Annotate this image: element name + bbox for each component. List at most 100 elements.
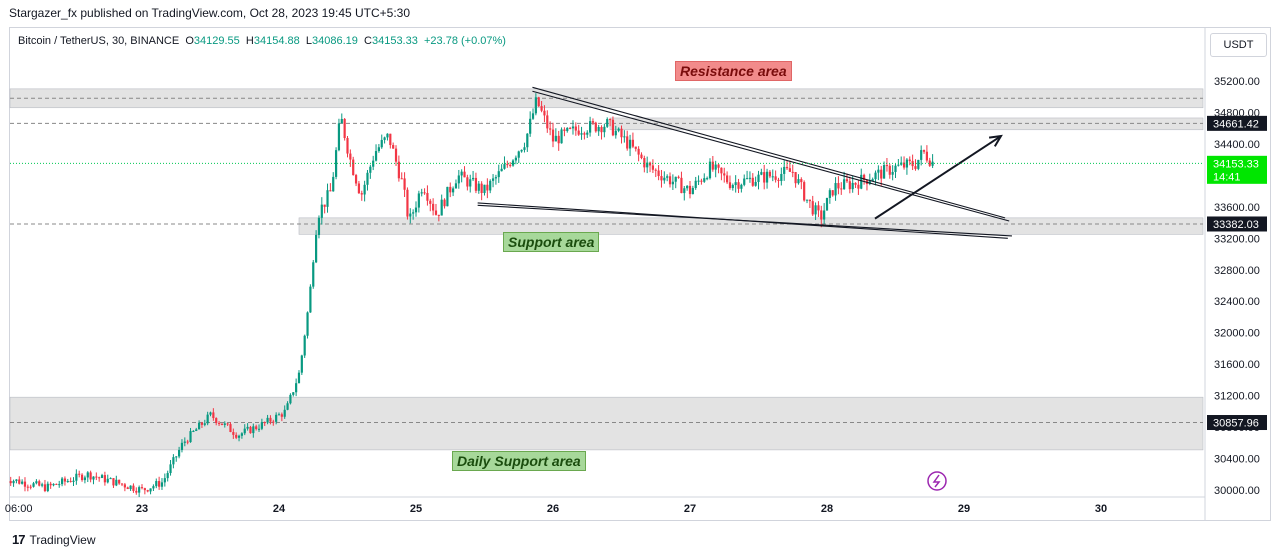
candle-body (197, 422, 201, 430)
candle-body (209, 412, 212, 415)
candle-body (277, 414, 281, 416)
candle-body (426, 192, 429, 201)
candle-body (491, 178, 495, 181)
candle-body (671, 181, 674, 185)
candle-body (594, 122, 597, 132)
y-tick-label: 34400.00 (1214, 139, 1260, 151)
candle-body (266, 417, 269, 423)
candle-body (434, 210, 438, 215)
candle-body (783, 166, 786, 174)
candle-body (483, 184, 486, 194)
candle-body (403, 178, 406, 190)
currency-button[interactable]: USDT (1210, 33, 1267, 57)
candle-body (12, 480, 15, 484)
candle-body (800, 179, 803, 183)
footer: 17 TradingView (12, 532, 96, 547)
candle-body (55, 483, 58, 485)
lightning-bolt (932, 474, 941, 488)
candle-body (931, 161, 934, 166)
price-tag-level2-bg (1207, 216, 1267, 232)
candle-body (386, 133, 389, 138)
candle-body (503, 164, 506, 169)
candle-body (631, 139, 635, 147)
candle-body (417, 193, 420, 208)
candle-body (83, 477, 87, 481)
candle-body (315, 234, 318, 263)
candle-body (780, 173, 783, 182)
candle-body (115, 479, 118, 486)
arrow-line[interactable] (874, 135, 1002, 220)
candle-body (432, 203, 435, 211)
candle-body (791, 171, 794, 173)
candle-body (914, 166, 917, 169)
candle-body (717, 164, 720, 168)
candle-body (863, 174, 866, 181)
footer-brand[interactable]: TradingView (29, 532, 96, 547)
candle-body (380, 139, 383, 148)
candle-body (323, 204, 326, 207)
candle-body (574, 126, 577, 131)
candle-body (523, 147, 526, 150)
candle-body (720, 167, 723, 174)
candle-body (203, 423, 206, 425)
candle-body (666, 176, 669, 178)
candle-body (617, 128, 620, 131)
candle-body (771, 176, 774, 178)
candle-body (146, 490, 149, 492)
candle-body (697, 180, 700, 182)
candle-body (785, 166, 789, 169)
x-tick-label: 24 (273, 503, 286, 515)
candle-body (223, 423, 226, 425)
candle-body (882, 165, 886, 179)
candle-body (392, 145, 395, 149)
candle-body (745, 178, 749, 180)
candle-body (614, 130, 617, 136)
candle-body (200, 422, 204, 425)
trendline-2[interactable] (532, 90, 1010, 222)
candle-body (357, 183, 361, 194)
candle-body (126, 487, 129, 490)
price-tag-level3-bg (1207, 415, 1267, 431)
lightning-icon[interactable] (927, 471, 947, 491)
candle-body (506, 164, 509, 166)
candle-body (648, 162, 652, 166)
symbol-name[interactable]: Bitcoin / TetherUS, 30, BINANCE (18, 35, 180, 47)
candle-body (920, 150, 923, 160)
candle-body (15, 479, 18, 481)
candle-body (292, 392, 295, 395)
candle-body (700, 180, 703, 182)
candle-body (340, 118, 343, 124)
trendline-4[interactable] (477, 202, 1008, 239)
candle-body (158, 481, 161, 487)
candle-body (905, 159, 909, 168)
x-tick-label: 23 (136, 503, 148, 515)
trendline-1[interactable] (532, 86, 1006, 219)
x-tick-label: 28 (821, 503, 833, 515)
candle-body (260, 422, 263, 429)
candle-body (129, 485, 132, 490)
x-tick-label: 26 (547, 503, 559, 515)
candle-body (100, 475, 104, 478)
candle-body (21, 481, 24, 484)
candle-body (369, 166, 372, 173)
candle-body (626, 136, 629, 149)
candle-body (295, 383, 298, 393)
candle-body (26, 486, 29, 488)
candle-body (46, 483, 49, 492)
candle-body (608, 119, 612, 121)
candle-body (272, 421, 275, 423)
candle-body (112, 478, 115, 486)
candle-body (29, 486, 32, 488)
candle-body (280, 414, 283, 417)
candle-body (877, 169, 880, 173)
candle-body (352, 159, 355, 176)
candle-body (654, 169, 657, 171)
candle-body (680, 177, 683, 194)
candle-body (169, 464, 172, 474)
candle-body (500, 168, 503, 172)
candle-body (740, 184, 743, 189)
candle-body (634, 146, 637, 149)
candle-body (189, 431, 192, 443)
candle-body (811, 201, 814, 215)
